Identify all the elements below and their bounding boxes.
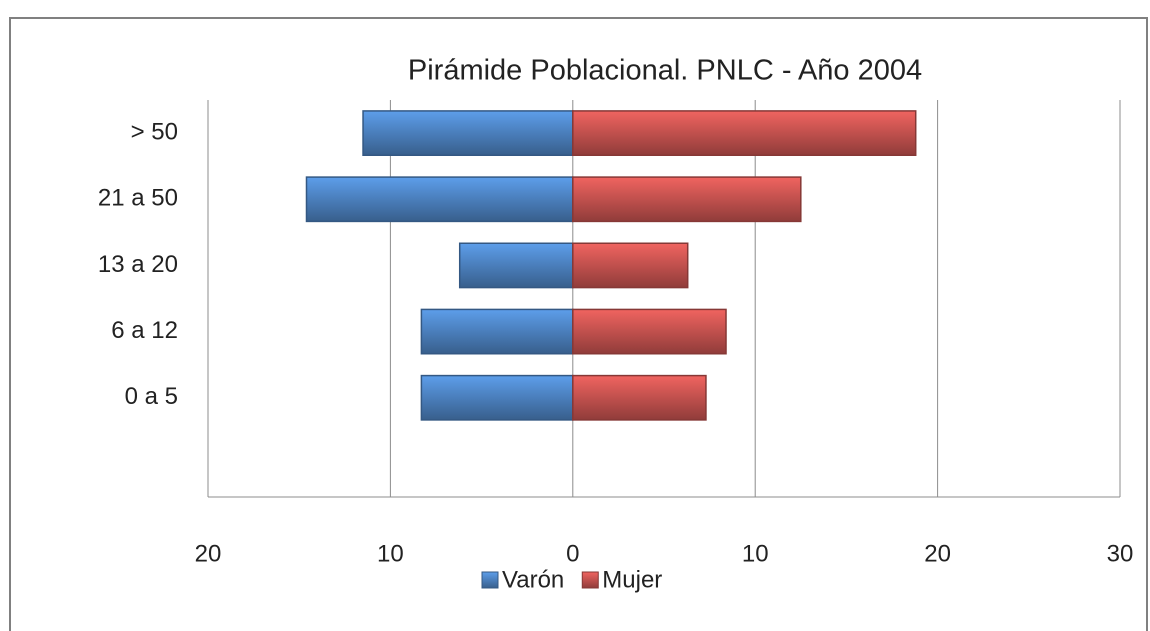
y-tick-label: 13 a 20 (98, 251, 178, 278)
legend-label: Mujer (602, 566, 662, 593)
bar (420, 308, 574, 355)
y-tick-label: 21 a 50 (98, 185, 178, 212)
bar (420, 374, 574, 421)
bar (458, 242, 574, 289)
x-tick-label: 20 (924, 540, 951, 567)
x-tick-label: 0 (566, 540, 579, 567)
y-tick-label: 6 a 12 (111, 317, 178, 344)
legend-swatch (481, 571, 499, 589)
legend-swatch (581, 571, 599, 589)
x-tick-label: 20 (195, 540, 222, 567)
x-tick-label: 10 (377, 540, 404, 567)
y-tick-label: 0 a 5 (125, 383, 178, 410)
bar (572, 308, 727, 355)
y-tick-label: > 50 (131, 118, 178, 145)
bar (572, 242, 689, 289)
bar (572, 374, 707, 421)
bar (572, 110, 917, 156)
bar (572, 176, 802, 223)
x-tick-label: 10 (742, 540, 769, 567)
bar (362, 110, 574, 156)
x-tick-label: 30 (1107, 540, 1134, 567)
bar (305, 176, 574, 223)
chart-title: Pirámide Poblacional. PNLC - Año 2004 (408, 55, 922, 87)
legend-label: Varón (502, 566, 564, 593)
